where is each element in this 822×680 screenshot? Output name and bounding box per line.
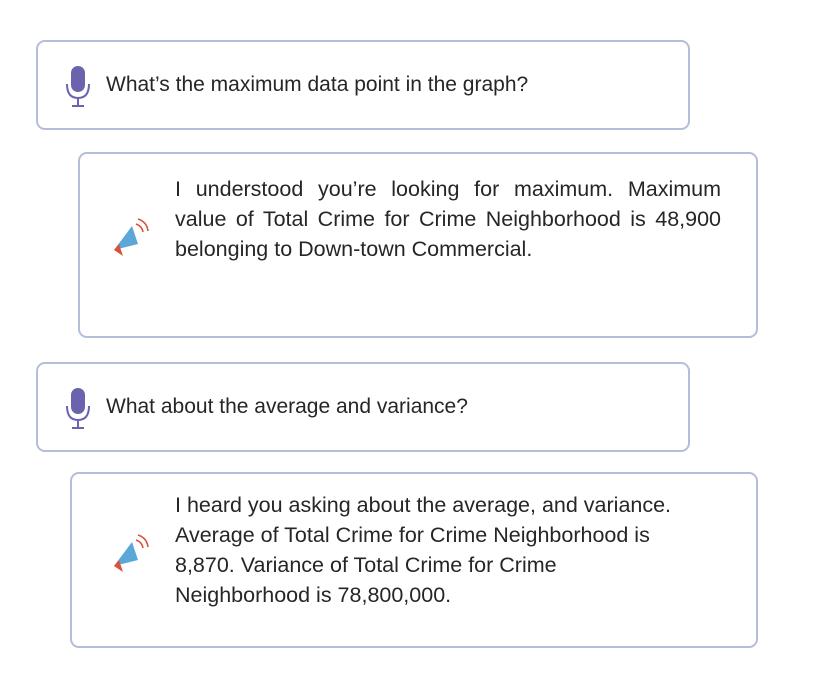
microphone-icon (66, 66, 90, 107)
user-message-1: What’s the maximum data point in the gra… (36, 40, 690, 130)
assistant-message-1: I understood you’re looking for maximum.… (78, 152, 758, 338)
megaphone-icon (114, 534, 149, 572)
microphone-icon (66, 388, 90, 429)
user-message-text: What about the average and variance? (106, 395, 468, 418)
assistant-message-text: I heard you asking about the average, an… (175, 493, 672, 607)
user-message-text: What’s the maximum data point in the gra… (106, 73, 529, 96)
assistant-message-2: I heard you asking about the average, an… (70, 472, 758, 648)
megaphone-icon (114, 218, 149, 256)
assistant-message-text: I understood you’re looking for maximum.… (175, 177, 721, 261)
user-message-2: What about the average and variance? (36, 362, 690, 452)
